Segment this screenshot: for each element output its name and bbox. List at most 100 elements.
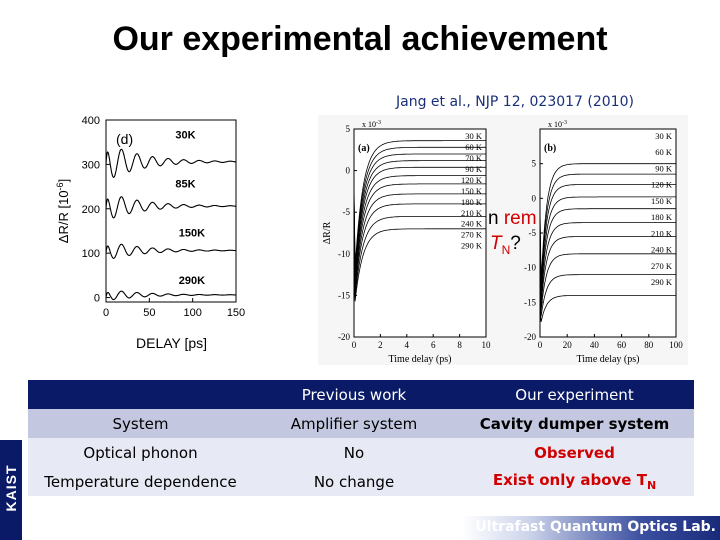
exponent-label: x 10-3 — [548, 120, 567, 129]
y-tick-label: 200 — [82, 204, 100, 216]
y-tick-label: 400 — [82, 115, 100, 127]
series-line — [539, 196, 676, 294]
y-tick-label: -15 — [524, 297, 536, 307]
series-label: 290 K — [651, 277, 673, 287]
series-line — [539, 173, 676, 286]
y-axis-label: ΔR/R [10-6] — [55, 179, 71, 243]
x-tick-label: 60 — [617, 340, 627, 350]
overlay-q: ? — [510, 233, 521, 254]
series-label: 60 K — [655, 147, 673, 157]
y-tick-label: -10 — [338, 249, 350, 259]
x-axis-label: DELAY [ps] — [136, 335, 207, 351]
series-label: 150 K — [461, 186, 483, 196]
series-label: 120 K — [651, 180, 673, 190]
series-label: 150 K — [651, 196, 673, 206]
x-tick-label: 0 — [352, 340, 357, 350]
series-label: 240 K — [651, 245, 673, 255]
y-tick-label: 100 — [82, 248, 100, 260]
y-tick-label: -20 — [524, 332, 536, 342]
overlay-rem: rem — [503, 208, 537, 229]
x-tick-label: 40 — [590, 340, 600, 350]
series-label: 240 K — [461, 219, 483, 229]
series-line — [539, 184, 676, 290]
exponent-sup: -3 — [562, 120, 567, 126]
x-axis-label: Time delay (ps) — [577, 354, 640, 365]
series-line — [353, 153, 486, 275]
x-tick-label: 150 — [227, 307, 245, 319]
series-line — [539, 163, 676, 282]
row-ours-text: Exist only above T — [492, 471, 647, 489]
series-label: 90 K — [655, 163, 673, 173]
plot-frame — [105, 119, 237, 303]
y-tick-label: -5 — [529, 228, 537, 238]
panel-label: (a) — [358, 143, 370, 154]
x-tick-label: 4 — [405, 340, 410, 350]
overlay-t: T — [490, 233, 502, 254]
x-tick-label: 6 — [431, 340, 436, 350]
series-line — [353, 183, 486, 287]
series-line — [539, 222, 676, 302]
row-ours-sub: N — [646, 479, 657, 492]
x-tick-label: 50 — [143, 307, 155, 319]
series-line — [539, 274, 676, 317]
y-tick-label: 0 — [532, 193, 537, 203]
exponent-label: x 10-3 — [362, 120, 381, 129]
series-line — [353, 146, 486, 272]
series-line — [105, 243, 236, 259]
panel-label: (d) — [116, 131, 133, 147]
series-label: 30 K — [655, 131, 673, 141]
x-tick-label: 0 — [538, 340, 543, 350]
series-line — [539, 253, 676, 311]
series-label: 210 K — [651, 228, 673, 238]
row-label: System — [28, 409, 253, 438]
series-label: 180 K — [651, 212, 673, 222]
overlay-n: n — [488, 208, 499, 229]
series-line — [539, 295, 676, 322]
series-label: 180 K — [461, 197, 483, 207]
y-tick-label: 5 — [346, 124, 351, 134]
kaist-label: KAIST — [3, 464, 19, 512]
series-line — [353, 166, 486, 281]
series-line — [353, 193, 486, 291]
x-tick-label: 8 — [457, 340, 462, 350]
series-line — [353, 216, 486, 298]
series-line — [105, 148, 237, 178]
y-tick-label: -15 — [338, 290, 350, 300]
series-label: 85K — [175, 178, 195, 190]
y-axis-label-main: ΔR/R [10 — [56, 190, 71, 243]
exponent-base: x 10 — [362, 120, 376, 129]
table-header-previous: Previous work — [253, 380, 455, 409]
y-tick-label: -10 — [524, 263, 536, 273]
y-tick-label: 300 — [82, 159, 100, 171]
y-tick-label: -5 — [343, 207, 351, 217]
row-previous: Amplifier system — [253, 409, 455, 438]
x-axis-label: Time delay (ps) — [389, 354, 452, 365]
series-label: 150K — [179, 227, 205, 239]
series-line — [353, 160, 486, 278]
table-row: System Amplifier system Cavity dumper sy… — [28, 409, 694, 438]
series-line — [353, 228, 486, 302]
y-tick-label: 0 — [346, 166, 351, 176]
series-label: 60 K — [465, 142, 483, 152]
overlay-sub-n: N — [501, 242, 511, 257]
panel-label: (b) — [544, 143, 556, 154]
exponent-sup: -3 — [376, 120, 381, 126]
figure-ab: 5 0 -5 -10 -15 -20 0 2 4 6 8 10 Time delay (ps) (a) x … — [318, 115, 688, 365]
series-line — [105, 196, 236, 219]
x-tick-label: 80 — [644, 340, 654, 350]
series-line — [353, 175, 486, 284]
x-tick-label: 0 — [103, 307, 109, 319]
kaist-side-bar: KAIST — [0, 440, 22, 540]
series-label: 290K — [179, 275, 205, 287]
y-tick-label: 0 — [94, 293, 100, 305]
slide-title: Our experimental achievement — [112, 20, 608, 58]
series-label: 270 K — [651, 261, 673, 271]
plot-frame — [353, 128, 487, 338]
series-label: 210 K — [461, 208, 483, 218]
overlay-tn: TN? — [490, 233, 521, 257]
row-ours: Observed — [455, 438, 694, 467]
series-label: 120 K — [461, 175, 483, 185]
comparison-table: Previous work Our experiment System Ampl… — [28, 380, 694, 496]
series-line — [539, 236, 676, 306]
lab-name: Ultrafast Quantum Optics Lab. — [475, 519, 716, 535]
